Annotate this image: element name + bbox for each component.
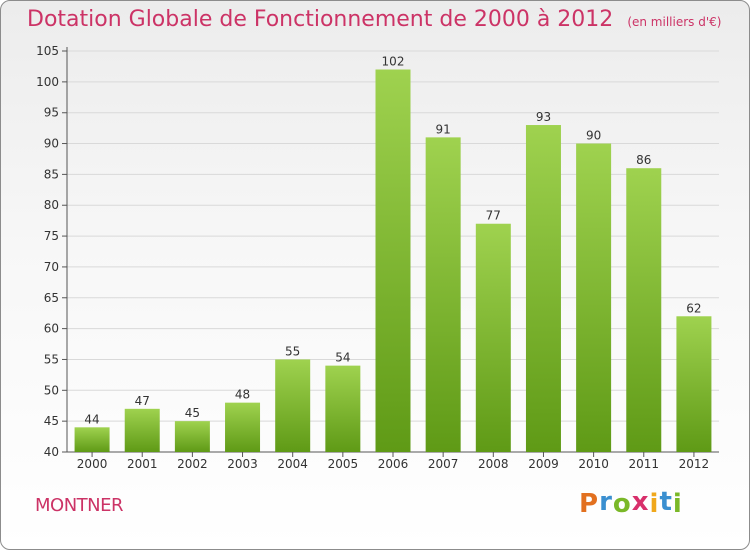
bar [275, 359, 311, 452]
data-label: 86 [636, 153, 651, 167]
bar [174, 421, 210, 452]
bar [225, 402, 261, 452]
y-tick-label: 55 [44, 352, 59, 366]
data-label: 91 [436, 122, 451, 136]
data-label: 47 [135, 394, 150, 408]
chart-title-text: Dotation Globale de Fonctionnement de 20… [27, 7, 614, 32]
data-label: 93 [536, 110, 551, 124]
y-tick-label: 65 [44, 291, 59, 305]
chart-title: Dotation Globale de Fonctionnement de 20… [27, 7, 721, 32]
x-tick-label: 2008 [478, 457, 509, 471]
x-tick-label: 2009 [528, 457, 559, 471]
data-label: 48 [235, 388, 250, 402]
y-tick-label: 75 [44, 229, 59, 243]
x-tick-label: 2004 [277, 457, 308, 471]
bar [325, 365, 361, 452]
bars [74, 69, 712, 453]
bar [475, 223, 511, 452]
data-label: 77 [486, 209, 501, 223]
y-tick-label: 40 [44, 445, 59, 459]
bar [576, 143, 612, 453]
y-tick-label: 45 [44, 414, 59, 428]
bar [525, 125, 561, 453]
x-tick-label: 2000 [77, 457, 108, 471]
data-label: 45 [185, 406, 200, 420]
logo-letter: x [631, 487, 650, 517]
y-tick-label: 70 [44, 260, 59, 274]
bar [124, 408, 160, 452]
y-tick-label: 60 [44, 322, 59, 336]
x-tick-label: 2001 [127, 457, 158, 471]
logo-letter: t [659, 487, 673, 517]
bar [74, 427, 110, 452]
logo-letter: r [599, 487, 613, 517]
proxiti-logo[interactable]: Proxiti [579, 487, 683, 519]
y-tick-label: 95 [44, 106, 59, 120]
x-tick-label: 2005 [328, 457, 359, 471]
bar [676, 316, 712, 452]
data-label: 62 [686, 301, 701, 315]
labels: 2000 44 2001 47 2002 45 2003 48 2004 55 2005 54 2006… [77, 55, 709, 471]
y-tick-label: 80 [44, 198, 59, 212]
bar [626, 168, 662, 452]
x-tick-label: 2003 [227, 457, 258, 471]
data-label: 44 [84, 412, 99, 426]
x-tick-label: 2002 [177, 457, 208, 471]
logo-letter: P [579, 489, 600, 519]
x-tick-label: 2010 [578, 457, 609, 471]
commune-name: MONTNER [35, 495, 124, 516]
y-tick-label: 105 [36, 44, 59, 58]
logo-letter: i [672, 489, 683, 519]
data-label: 102 [382, 55, 405, 69]
bar [425, 137, 461, 452]
y-tick-label: 85 [44, 167, 59, 181]
bar [375, 69, 411, 452]
y-tick-label: 50 [44, 383, 59, 397]
data-label: 54 [335, 351, 350, 365]
logo-letter: i [649, 489, 660, 519]
x-tick-label: 2007 [428, 457, 459, 471]
x-tick-label: 2006 [378, 457, 409, 471]
data-label: 90 [586, 129, 601, 143]
x-tick-label: 2012 [679, 457, 710, 471]
y-tick-label: 100 [36, 75, 59, 89]
logo-letter: o [612, 489, 632, 519]
data-label: 55 [285, 344, 300, 358]
x-tick-label: 2011 [628, 457, 659, 471]
chart-subtitle: (en milliers d'€) [627, 15, 722, 29]
y-tick-label: 90 [44, 137, 59, 151]
